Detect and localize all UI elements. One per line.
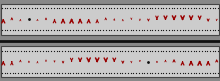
Bar	[1, 4, 219, 35]
Bar	[1, 46, 219, 77]
